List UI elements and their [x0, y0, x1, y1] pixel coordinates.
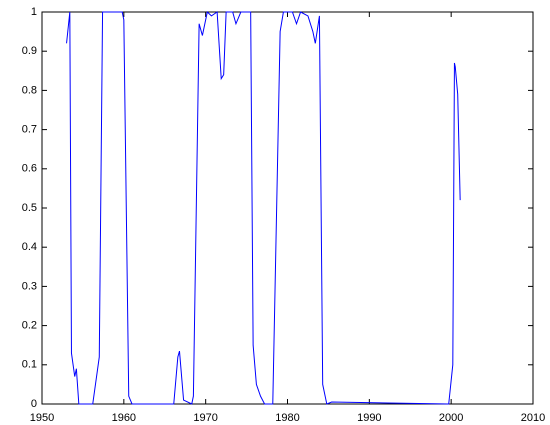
y-tick-label: 0.2 — [22, 320, 37, 332]
x-tick-label: 2000 — [439, 412, 463, 424]
x-tick-label: 1980 — [275, 412, 299, 424]
y-tick-label: 0.3 — [22, 280, 37, 292]
x-tick-label: 1950 — [30, 412, 54, 424]
y-tick-label: 0.5 — [22, 202, 37, 214]
x-tick-label: 2010 — [521, 412, 545, 424]
y-tick-label: 0.8 — [22, 84, 37, 96]
y-tick-label: 0.4 — [22, 241, 37, 253]
y-tick-label: 0.1 — [22, 359, 37, 371]
y-tick-label: 0.7 — [22, 124, 37, 136]
x-tick-label: 1990 — [357, 412, 381, 424]
x-tick-label: 1960 — [112, 412, 136, 424]
data-line — [66, 11, 461, 405]
y-tick-label: 0.9 — [22, 45, 37, 57]
y-tick-label: 0 — [31, 398, 37, 410]
x-tick-label: 1970 — [193, 412, 217, 424]
y-tick-label: 0.6 — [22, 163, 37, 175]
y-tick-label: 1 — [31, 6, 37, 18]
